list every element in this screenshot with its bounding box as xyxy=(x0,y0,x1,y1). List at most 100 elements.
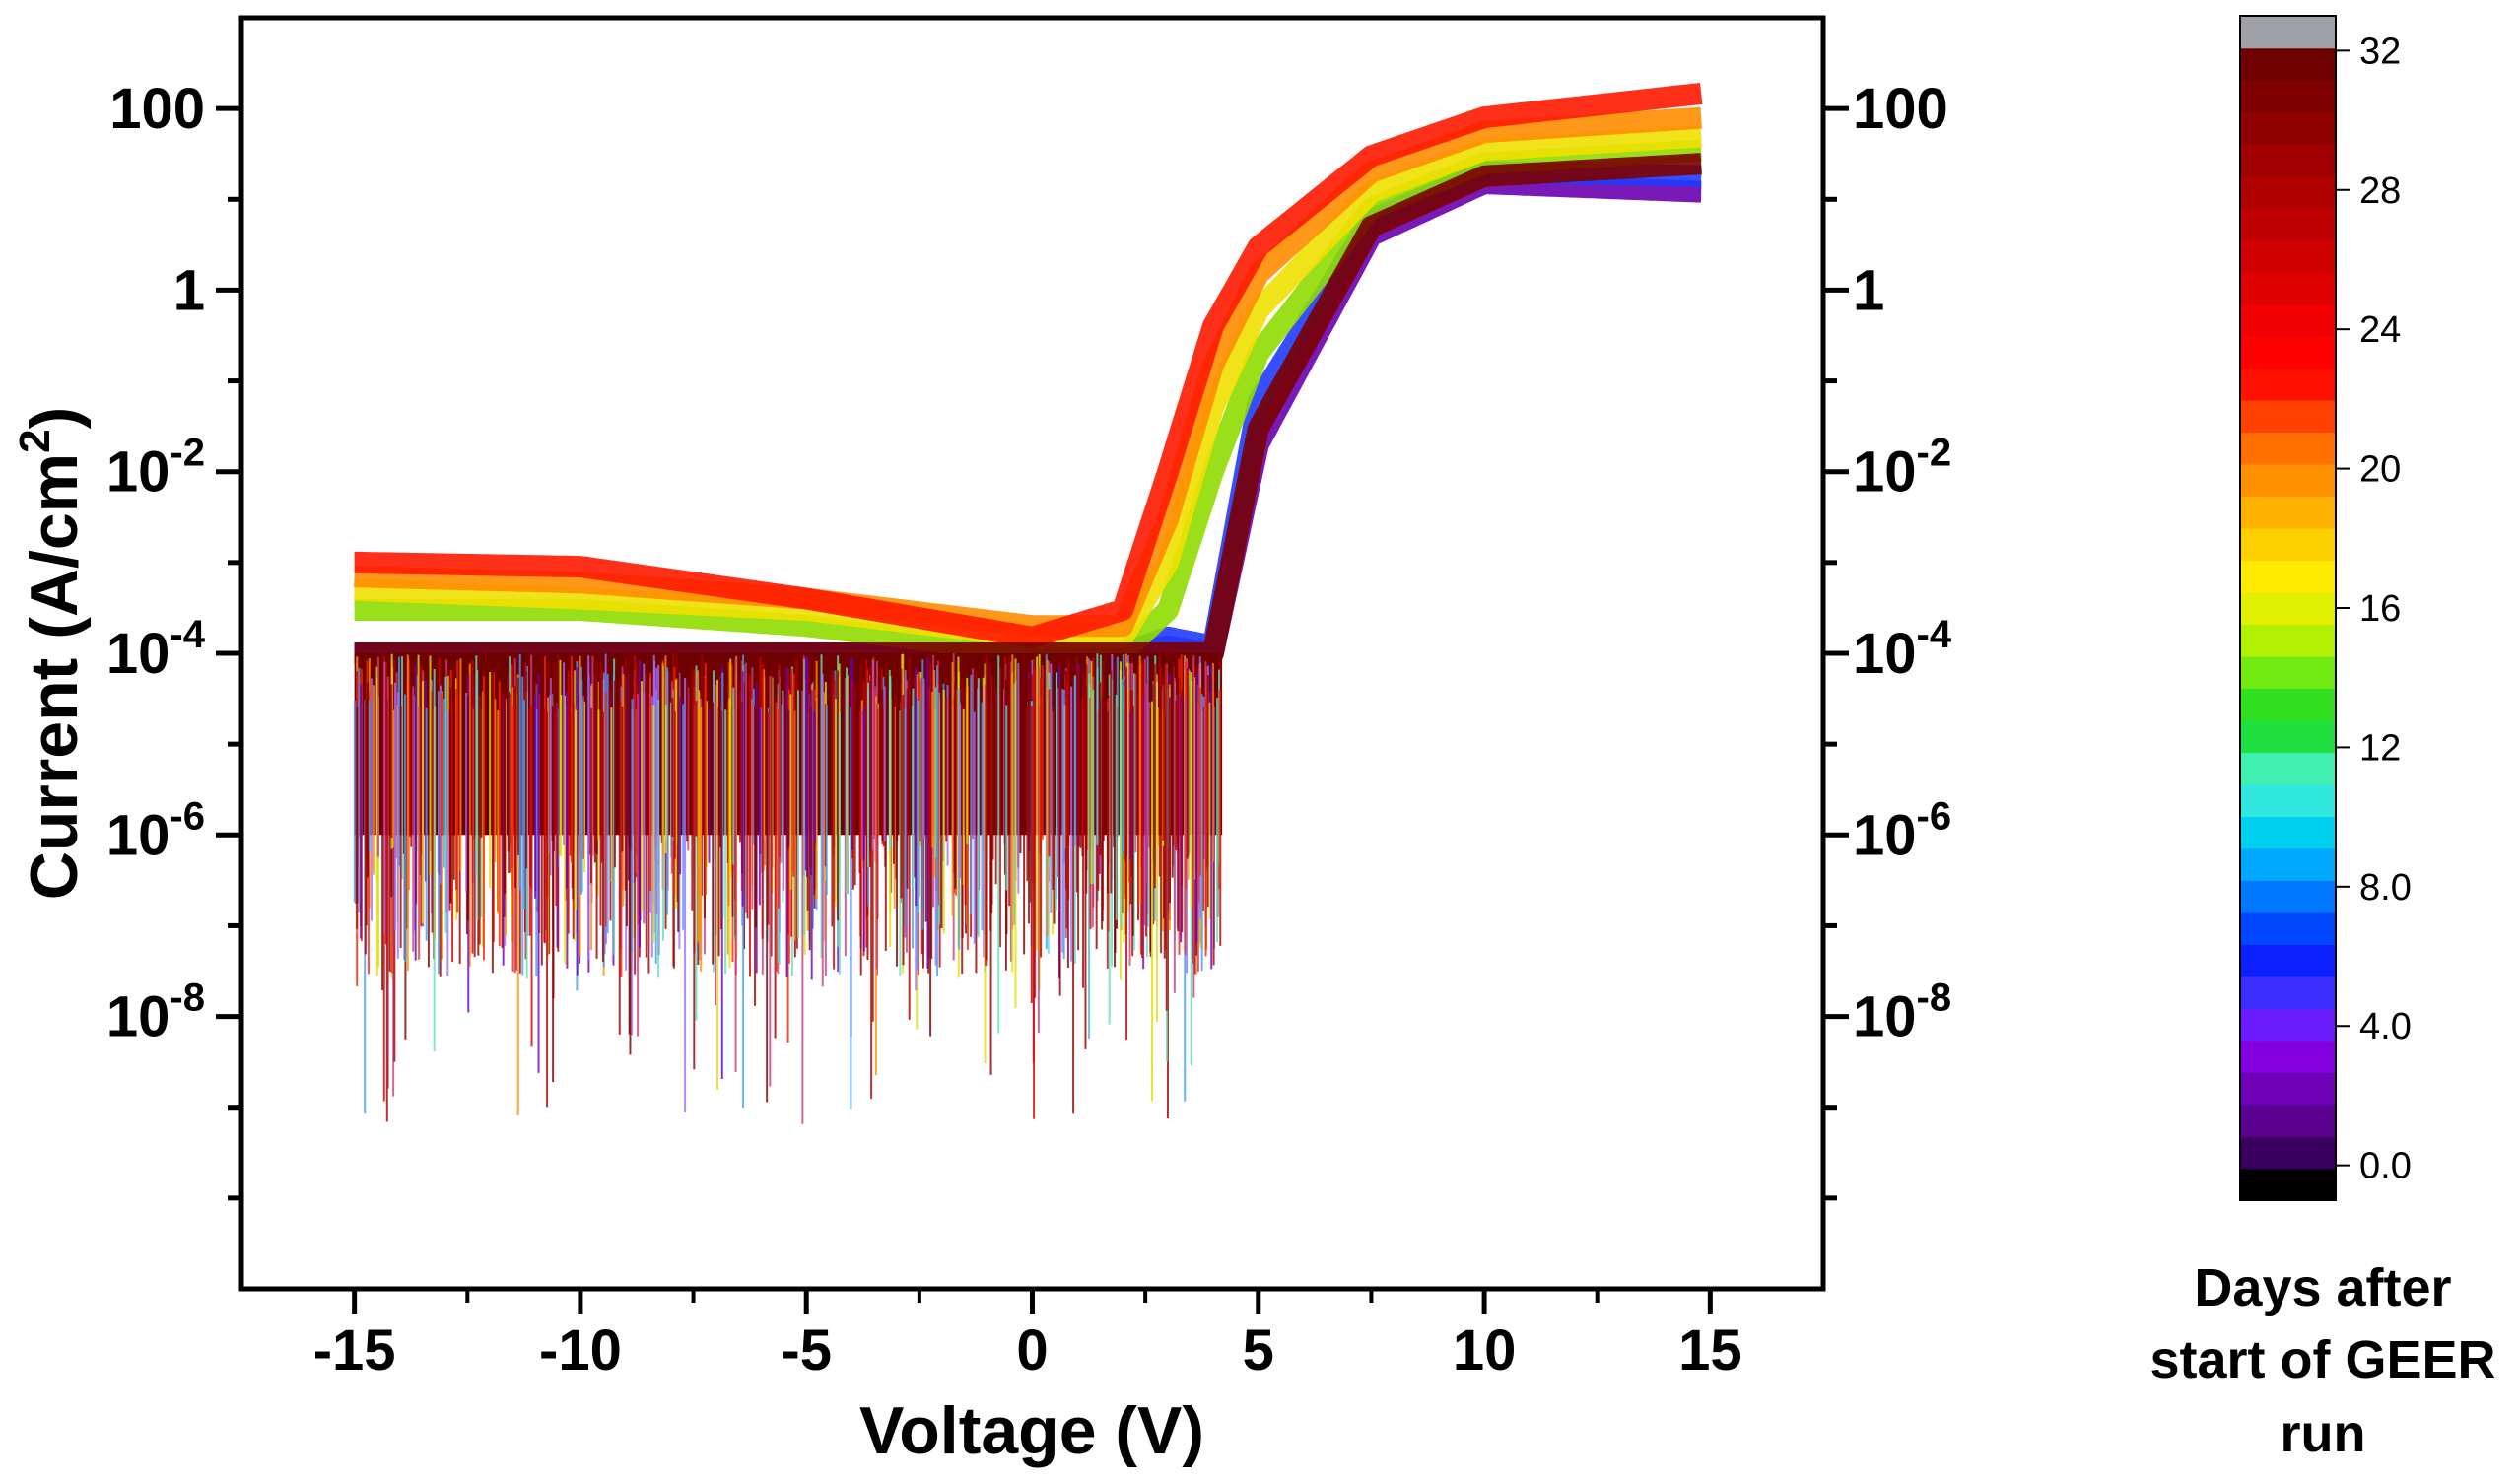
colorbar-band xyxy=(2240,207,2336,241)
colorbar: 0.0 4.0 8.0 12 16 20 24 28 32 xyxy=(2239,15,2412,1201)
colorbar-title-line-3: run xyxy=(2281,1404,2366,1463)
x-tick-label: 15 xyxy=(1678,1318,1742,1382)
y-tick-label-right: 10-6 xyxy=(1853,794,1951,867)
colorbar-band xyxy=(2240,783,2336,817)
colorbar-band xyxy=(2240,463,2336,498)
tick-base: 10 xyxy=(1853,440,1917,505)
x-tick-label: -15 xyxy=(313,1318,396,1382)
colorbar-band xyxy=(2240,880,2336,913)
y-tick-label: 1 xyxy=(173,258,205,322)
colorbar-band xyxy=(2240,911,2336,945)
x-tick-label: 0 xyxy=(1016,1318,1048,1382)
colorbar-band xyxy=(2240,111,2336,145)
colorbar-tick-label: 24 xyxy=(2359,309,2401,351)
colorbar-band xyxy=(2240,399,2336,434)
y-tick-label: 10-4 xyxy=(106,613,206,686)
tick-base: 1 xyxy=(1853,258,1884,322)
colorbar-band xyxy=(2240,655,2336,690)
colorbar-tick-label: 0.0 xyxy=(2359,1146,2412,1187)
y-tick-label-right: 10-8 xyxy=(1853,976,1951,1049)
y-axis-title-sup: 2 xyxy=(11,429,59,452)
tick-base: 100 xyxy=(1853,77,1948,141)
colorbar-band xyxy=(2240,752,2336,785)
x-tick-label: -10 xyxy=(539,1318,622,1382)
y-tick-label: 10-8 xyxy=(106,976,205,1049)
colorbar-band xyxy=(2240,271,2336,305)
tick-base: 1 xyxy=(173,258,205,322)
y-axis-title-close: ) xyxy=(17,407,92,430)
colorbar-band xyxy=(2240,624,2336,657)
colorbar-band xyxy=(2240,368,2336,401)
plot-area xyxy=(348,82,1708,1124)
y-tick-label-right: 100 xyxy=(1853,77,1948,141)
colorbar-band xyxy=(2240,432,2336,465)
colorbar-band xyxy=(2240,175,2336,209)
colorbar-tick-label: 20 xyxy=(2359,449,2401,491)
colorbar-band xyxy=(2240,239,2336,273)
tick-exponent: -6 xyxy=(170,794,205,838)
tick-exponent: -2 xyxy=(170,432,205,475)
colorbar-band xyxy=(2240,496,2336,529)
series-line-5 xyxy=(348,82,1708,648)
tick-base: 10 xyxy=(106,440,170,505)
colorbar-tick-label: 12 xyxy=(2359,727,2401,769)
tick-base: 10 xyxy=(1853,803,1917,867)
y-tick-label-right: 1 xyxy=(1853,258,1884,322)
colorbar-band xyxy=(2240,303,2336,337)
colorbar-band xyxy=(2240,1168,2336,1201)
y-tick-label-right: 10-4 xyxy=(1853,613,1952,686)
colorbar-title: Days after start of GEER run xyxy=(2149,1258,2495,1463)
x-axis: -15 -10 -5 0 5 10 15 xyxy=(313,1289,1742,1382)
tick-base: 10 xyxy=(106,622,170,686)
series-5 xyxy=(348,82,1708,648)
colorbar-band xyxy=(2240,560,2336,593)
series-4 xyxy=(348,106,1708,638)
colorbar-band xyxy=(2240,1104,2336,1137)
colorbar-title-line-1: Days after xyxy=(2194,1258,2451,1317)
colorbar-band xyxy=(2240,816,2336,849)
colorbar-band xyxy=(2240,1008,2336,1042)
colorbar-band xyxy=(2240,1040,2336,1073)
x-axis-title: Voltage (V) xyxy=(859,1393,1204,1468)
tick-exponent: -4 xyxy=(1917,613,1952,656)
colorbar-tick-label: 8.0 xyxy=(2359,867,2412,909)
x-tick-label: 10 xyxy=(1453,1318,1517,1382)
colorbar-band xyxy=(2240,591,2336,626)
y-axis-title-main: Current (A/cm xyxy=(17,453,92,900)
colorbar-band xyxy=(2240,719,2336,753)
colorbar-band xyxy=(2240,79,2336,113)
tick-exponent: -2 xyxy=(1917,432,1952,475)
colorbar-band xyxy=(2240,16,2336,49)
noise-floor xyxy=(353,653,1223,1124)
y-tick-label: 10-6 xyxy=(106,794,205,867)
y-axis-title: Current (A/cm2) xyxy=(11,407,92,901)
colorbar-tick-label: 32 xyxy=(2359,31,2401,72)
x-tick-label: -5 xyxy=(781,1318,832,1382)
tick-exponent: -6 xyxy=(1917,794,1952,838)
tick-base: 10 xyxy=(1853,985,1917,1049)
colorbar-band xyxy=(2240,143,2336,177)
colorbar-title-line-2: start of GEER xyxy=(2149,1330,2495,1389)
x-tick-label: 5 xyxy=(1243,1318,1274,1382)
colorbar-tick-label: 4.0 xyxy=(2359,1006,2412,1047)
colorbar-band xyxy=(2240,527,2336,562)
colorbar-tick-label: 16 xyxy=(2359,588,2401,630)
series-line-4 xyxy=(348,106,1708,638)
tick-exponent: -4 xyxy=(170,613,205,656)
colorbar-band xyxy=(2240,1072,2336,1106)
y-tick-label: 100 xyxy=(109,77,205,141)
colorbar-band xyxy=(2240,47,2336,81)
tick-base: 10 xyxy=(106,985,170,1049)
colorbar-band xyxy=(2240,944,2336,977)
colorbar-band xyxy=(2240,335,2336,370)
y-tick-label-right: 10-2 xyxy=(1853,432,1951,505)
colorbar-band xyxy=(2240,976,2336,1009)
tick-base: 10 xyxy=(1853,622,1917,686)
tick-base: 100 xyxy=(109,77,205,141)
tick-base: 10 xyxy=(106,803,170,867)
colorbar-tick-label: 28 xyxy=(2359,170,2401,212)
colorbar-band xyxy=(2240,688,2336,721)
